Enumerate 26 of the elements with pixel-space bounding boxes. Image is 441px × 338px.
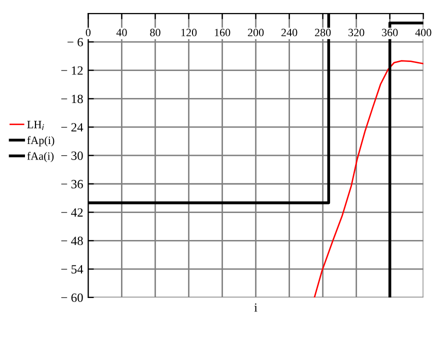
y-tick-label: − 60 — [61, 293, 83, 302]
y-tick-label: − 48 — [61, 236, 83, 246]
x-axis-title: i — [254, 303, 258, 312]
x-tick-label: 360 — [382, 28, 398, 36]
y-tick-label: − 54 — [61, 265, 84, 274]
x-tick-label: 200 — [248, 28, 264, 36]
x-tick-label: 160 — [214, 28, 230, 36]
line-series — [314, 60, 424, 298]
x-tick-label: 40 — [116, 28, 127, 36]
x-tick-label: 400 — [415, 28, 432, 36]
x-tick-label: 280 — [314, 28, 331, 36]
y-tick-label: − 24 — [61, 123, 84, 132]
x-tick-label: 240 — [281, 28, 298, 36]
y-tick-label: − 36 — [61, 180, 83, 188]
x-tick-label: 0 — [86, 28, 91, 36]
y-tick-label: − 6 — [68, 38, 83, 46]
x-tick-label: 80 — [150, 28, 160, 36]
x-tick-label: 320 — [348, 28, 364, 36]
legend-label: fAp(i) — [27, 136, 54, 146]
legend-label: LH$_{i}$ — [27, 120, 44, 130]
y-tick-label: − 12 — [61, 66, 83, 75]
y-tick-label: − 30 — [61, 152, 83, 160]
y-tick-label: − 42 — [61, 208, 83, 217]
legend-label: fAa(i) — [27, 152, 54, 162]
y-tick-label: − 18 — [61, 94, 83, 104]
x-tick-label: 120 — [181, 28, 197, 36]
